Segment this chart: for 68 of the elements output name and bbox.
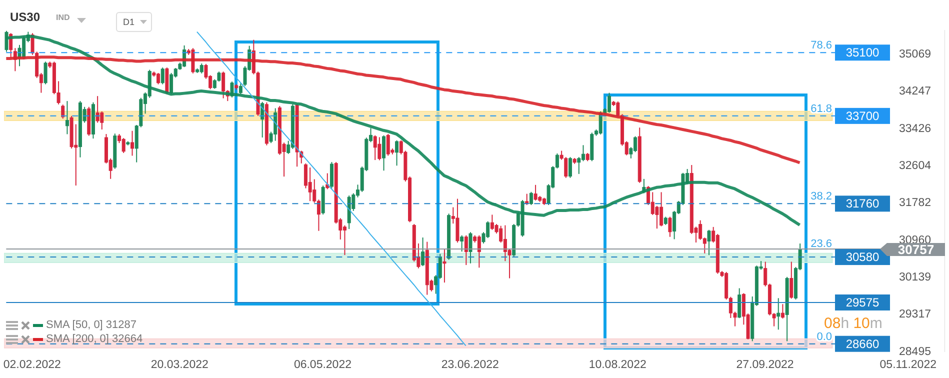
annotation: 78.6 xyxy=(810,40,832,52)
candlestick xyxy=(200,62,204,74)
candlestick xyxy=(395,140,399,166)
candlestick xyxy=(65,100,69,135)
annotation: 61.8 xyxy=(810,102,832,115)
x-tick-label: 02.02.2022 xyxy=(3,359,61,372)
candlestick xyxy=(581,144,585,162)
annotation: 08h 10m xyxy=(824,315,882,332)
candlestick xyxy=(382,134,386,172)
candlestick xyxy=(464,234,468,266)
candlestick xyxy=(529,191,533,206)
y-tick-label: 28495 xyxy=(899,346,931,358)
annotation: 0.0 xyxy=(816,330,832,343)
x-tick-label: 06.05.2022 xyxy=(294,359,352,372)
candlestick xyxy=(568,156,572,178)
ref-line-label: 30757 xyxy=(898,242,934,258)
ref-line-label: 30580 xyxy=(846,250,880,264)
y-tick-label: 35069 xyxy=(899,48,931,61)
candlestick xyxy=(468,232,472,264)
candlestick xyxy=(61,104,65,120)
chart-title: US30 xyxy=(10,10,40,24)
candlestick xyxy=(238,82,242,95)
legend-label: SMA [200, 0] 32664 xyxy=(46,333,143,345)
candlestick xyxy=(122,138,126,154)
candlestick xyxy=(330,162,334,189)
x-tick-label: 20.03.2022 xyxy=(150,359,208,372)
candlestick xyxy=(776,298,780,330)
text: IND xyxy=(56,13,70,22)
ref-line-label: 28660 xyxy=(846,336,880,351)
candlestick xyxy=(96,96,100,124)
candlestick xyxy=(577,156,581,174)
candlestick xyxy=(460,234,464,252)
ref-line-label: 35100 xyxy=(846,46,880,60)
candlestick xyxy=(308,166,312,202)
candlestick xyxy=(780,304,784,320)
y-tick-label: 30139 xyxy=(899,271,931,284)
candlestick xyxy=(668,216,672,238)
candlestick xyxy=(790,261,794,300)
candlestick xyxy=(378,136,382,161)
candlestick xyxy=(442,248,446,284)
y-tick-label: 33426 xyxy=(899,122,931,135)
annotation: 23.6 xyxy=(810,238,832,250)
x-tick-label: 05.11.2022 xyxy=(880,359,936,372)
candlestick xyxy=(707,229,711,256)
candlestick xyxy=(655,205,659,230)
candlestick xyxy=(160,67,164,85)
candlestick xyxy=(44,61,48,85)
candlestick xyxy=(421,236,425,267)
ref-line-label: 29575 xyxy=(846,295,880,310)
line-series xyxy=(196,31,466,346)
candlestick xyxy=(130,130,134,156)
ref-line-label: 33700 xyxy=(846,108,880,123)
candlestick xyxy=(738,288,742,319)
y-tick-label: 31782 xyxy=(899,197,931,210)
legend-label: SMA [50, 0] 31287 xyxy=(46,319,137,331)
x-tick-label: 27.09.2022 xyxy=(736,359,794,372)
y-tick-label: 34247 xyxy=(899,86,931,98)
ref-line-label: 31760 xyxy=(846,196,880,211)
candlestick xyxy=(477,234,481,268)
x-tick-label: 23.06.2022 xyxy=(441,359,499,372)
x-tick-label: 10.08.2022 xyxy=(588,359,646,372)
candlestick xyxy=(222,71,226,99)
candlestick xyxy=(534,184,538,201)
candlestick xyxy=(456,198,460,244)
y-tick-label: 29317 xyxy=(899,308,931,321)
y-tick-label: 32604 xyxy=(899,160,932,172)
annotation: 38.2 xyxy=(810,190,832,203)
dropdown-field: D1 xyxy=(116,12,152,32)
